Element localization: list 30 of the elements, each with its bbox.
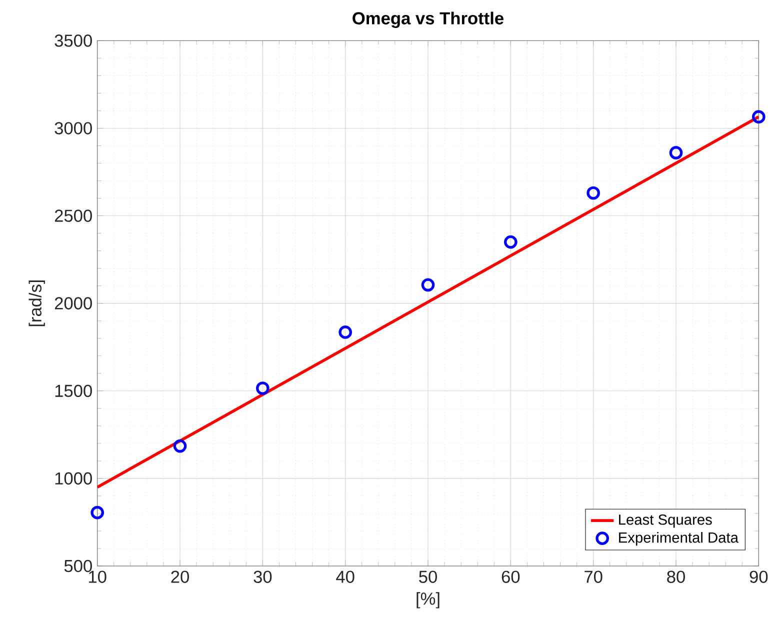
point <box>669 146 683 160</box>
point <box>504 235 518 249</box>
y-tick-label: 2500 <box>54 210 92 222</box>
x-tick-label: 90 <box>750 570 768 583</box>
point <box>90 506 104 520</box>
point <box>421 278 435 292</box>
y-tick-label: 1000 <box>55 472 92 485</box>
y-tick-label: 1500 <box>55 384 92 398</box>
legend-label: Experimental Data <box>619 532 738 546</box>
point <box>173 439 187 453</box>
legend-label: Least Squares <box>619 514 712 528</box>
chart-title: Omega vs Throttle <box>352 12 504 28</box>
x-tick-label: 70 <box>584 570 602 583</box>
y-axis-title: [rad/s] <box>28 280 45 326</box>
x-axis-title: [%] <box>416 592 440 608</box>
point <box>338 326 352 339</box>
point <box>752 110 766 124</box>
x-tick-label: 80 <box>667 570 685 583</box>
x-tick-label: 40 <box>336 570 354 583</box>
y-tick-label: 3500 <box>54 34 92 47</box>
y-tick-label: 2000 <box>54 297 92 310</box>
x-tick-label: 50 <box>419 570 437 583</box>
x-tick-label: 30 <box>254 570 272 583</box>
y-tick-label: 500 <box>64 560 92 572</box>
point <box>586 186 600 200</box>
x-tick-label: 10 <box>89 570 106 583</box>
y-tick-label: 3000 <box>54 122 92 134</box>
x-tick-label: 20 <box>171 570 189 583</box>
x-tick-label: 60 <box>502 570 520 583</box>
point <box>256 382 270 395</box>
